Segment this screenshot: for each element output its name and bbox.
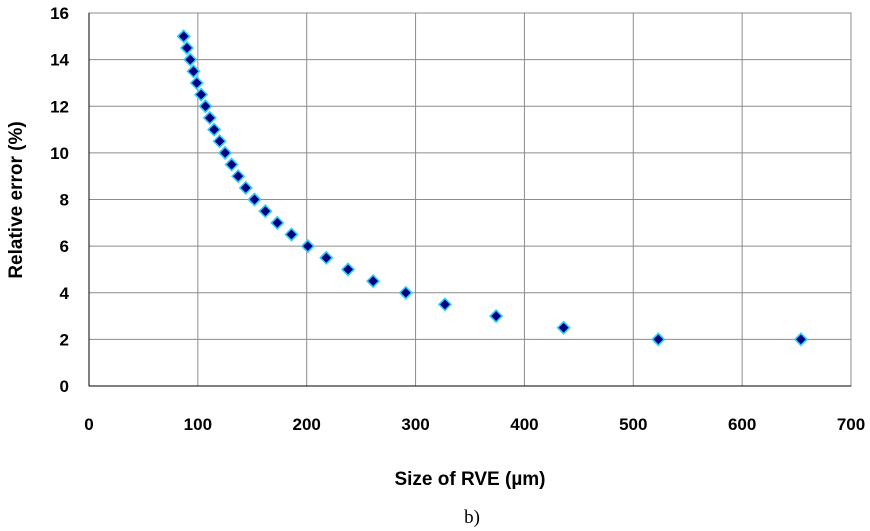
data-point [189, 75, 204, 91]
x-tick-label: 700 [837, 415, 865, 434]
data-point [231, 169, 246, 184]
data-point [284, 227, 299, 242]
data-point [198, 99, 213, 114]
x-axis-title: Size of RVE (µm) [394, 469, 545, 490]
y-tick-label: 10 [50, 144, 69, 163]
data-point [207, 122, 222, 137]
data-point [258, 204, 273, 219]
data-point [183, 52, 198, 67]
data-point [398, 285, 413, 300]
data-point [217, 145, 233, 161]
data-point [365, 273, 381, 289]
figure-caption: b) [464, 507, 480, 528]
y-tick-labels: 0 2 4 6 8 10 12 14 16 [50, 4, 69, 396]
data-point [212, 134, 227, 149]
y-tick-label: 6 [60, 237, 69, 256]
x-tick-label: 200 [293, 415, 321, 434]
data-point [437, 297, 453, 312]
data-point [300, 238, 315, 254]
y-tick-label: 14 [50, 51, 69, 70]
data-point [224, 157, 239, 172]
x-tick-label: 600 [728, 415, 756, 434]
x-tick-labels: 0 100 200 300 400 500 600 700 [84, 415, 865, 434]
data-point [238, 180, 253, 195]
y-tick-label: 8 [60, 191, 69, 210]
data-point [319, 250, 334, 265]
data-point [793, 332, 809, 347]
data-point [270, 215, 285, 230]
data-point [651, 332, 666, 347]
y-tick-label: 16 [50, 4, 69, 23]
data-point [556, 320, 571, 335]
y-tick-label: 2 [60, 330, 69, 349]
data-point [202, 110, 217, 126]
data-points [176, 29, 809, 347]
x-tick-label: 0 [84, 415, 93, 434]
x-tick-label: 400 [510, 415, 538, 434]
data-point [488, 308, 504, 324]
x-tick-label: 100 [184, 415, 212, 434]
data-point [193, 87, 209, 102]
data-point [247, 192, 262, 207]
data-point [176, 29, 191, 44]
y-tick-label: 4 [60, 284, 70, 303]
data-point [179, 40, 195, 56]
x-tick-label: 500 [619, 415, 647, 434]
data-point [340, 262, 356, 277]
grid-lines [89, 13, 851, 386]
y-tick-label: 12 [50, 97, 69, 116]
x-tick-label: 300 [401, 415, 429, 434]
y-axis-title: Relative error (%) [6, 121, 27, 278]
y-tick-label: 0 [60, 377, 69, 396]
data-point [186, 64, 201, 79]
